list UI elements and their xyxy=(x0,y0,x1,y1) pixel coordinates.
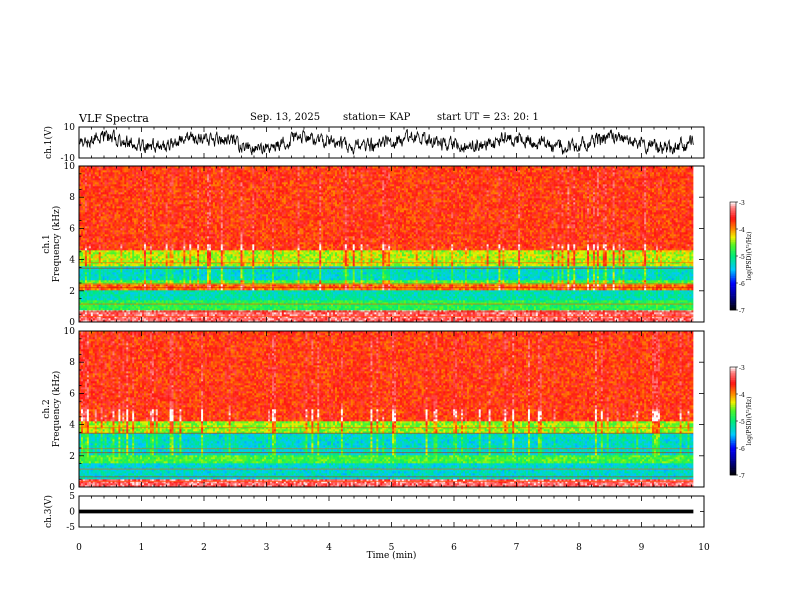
x-tick-label: 4 xyxy=(326,543,332,553)
ch1-spectrogram-y-tick-label: 8 xyxy=(69,193,75,203)
ch1-spectrogram-y-tick-label: 2 xyxy=(69,287,75,297)
ch3-waveform-y-tick-label: 5 xyxy=(69,492,75,502)
ch1-waveform-y-tick-label: 10 xyxy=(64,123,76,133)
x-tick-label: 0 xyxy=(76,543,82,553)
ch2-spectrogram-y-tick-label: 6 xyxy=(69,389,75,399)
ch2-spectrogram-y-tick-label: 10 xyxy=(64,327,76,337)
ch2-spectrogram-colorbar xyxy=(730,367,738,475)
ch2-spectrogram-heatmap-image xyxy=(79,331,694,487)
vlf-spectra-figure: 10-10ch.1(V)0246810ch.1 Frequency (kHz)-7… xyxy=(0,0,792,612)
ch2-spectrogram-colorbar-tick-label: -4 xyxy=(739,392,745,399)
ch1-waveform-y-label: ch.1(V) xyxy=(43,126,54,159)
ch3-waveform-y-tick-label: 0 xyxy=(69,508,75,518)
ch2-spectrogram-y-label-channel: ch.2 xyxy=(42,399,52,418)
ch1-spectrogram-y-label-frequency: Frequency (kHz) xyxy=(51,206,62,283)
ch3-waveform-y-tick-label: -5 xyxy=(66,523,75,533)
ch1-spectrogram-y-tick-label: 4 xyxy=(69,256,75,266)
ch1-spectrogram-colorbar-tick-label: -7 xyxy=(739,308,745,315)
ch3-waveform-y-label: ch.3(V) xyxy=(43,495,54,528)
ch2-spectrogram-colorbar-tick-label: -6 xyxy=(739,446,745,453)
ch1-spectrogram-colorbar-tick-label: -6 xyxy=(739,281,745,288)
ch2-spectrogram-y-tick-label: 2 xyxy=(69,452,75,462)
ch1-spectrogram-colorbar-tick-label: -4 xyxy=(739,227,745,234)
ch1-spectrogram-colorbar-tick-label: -3 xyxy=(739,200,745,207)
ch1-spectrogram-colorbar-label: log(PSD)(V²/Hz) xyxy=(746,232,753,281)
ch3-waveform-trace xyxy=(79,510,693,514)
ch2-spectrogram-y-label-frequency: Frequency (kHz) xyxy=(51,371,62,448)
x-tick-label: 3 xyxy=(264,543,270,553)
ch1-spectrogram-no-data-region xyxy=(693,166,704,322)
ch1-spectrogram-colorbar-tick-label: -5 xyxy=(739,254,745,261)
ch2-spectrogram-y-tick-label: 4 xyxy=(69,421,75,431)
x-tick-label: 9 xyxy=(639,543,645,553)
ch2-spectrogram-no-data-region xyxy=(693,331,704,487)
x-tick-label: 10 xyxy=(698,543,710,553)
ch1-spectrogram-heatmap-image xyxy=(79,166,694,322)
x-tick-label: 7 xyxy=(514,543,520,553)
x-tick-label: 2 xyxy=(201,543,207,553)
ch2-spectrogram-colorbar-tick-label: -3 xyxy=(739,365,745,372)
x-tick-label: 8 xyxy=(576,543,582,553)
x-tick-label: 6 xyxy=(451,543,457,553)
x-tick-label: 1 xyxy=(139,543,145,553)
ch1-spectrogram-colorbar xyxy=(730,202,738,310)
ch1-spectrogram-y-tick-label: 10 xyxy=(64,162,76,172)
ch2-spectrogram-y-tick-label: 8 xyxy=(69,358,75,368)
x-axis-label: Time (min) xyxy=(367,550,417,561)
ch1-spectrogram-y-tick-label: 6 xyxy=(69,224,75,234)
ch2-spectrogram-colorbar-tick-label: -7 xyxy=(739,473,745,480)
ch1-spectrogram-y-label-channel: ch.1 xyxy=(42,234,52,253)
ch2-spectrogram-colorbar-tick-label: -5 xyxy=(739,419,745,426)
ch2-spectrogram-colorbar-label: log(PSD)(V²/Hz) xyxy=(746,397,753,446)
ch1-waveform-trace xyxy=(79,130,693,156)
